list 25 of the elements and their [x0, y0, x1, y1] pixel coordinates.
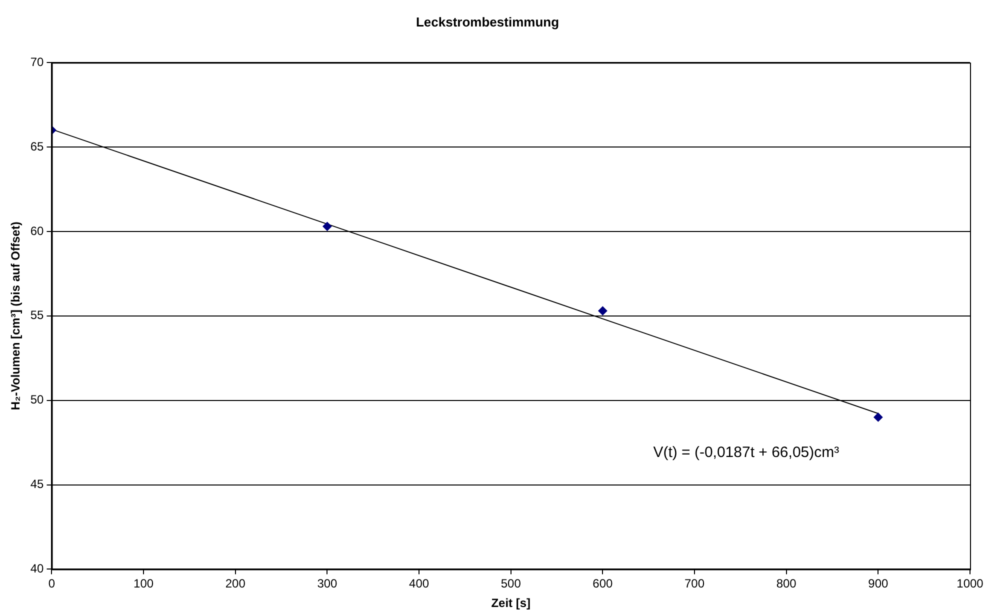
annotation: V(t) = (-0,0187t + 66,05)cm³: [653, 444, 840, 461]
x-tick-label: 400: [409, 576, 430, 591]
x-axis-title: Zeit [s]: [491, 596, 531, 610]
point: [322, 222, 332, 231]
point: [598, 306, 608, 316]
x-tick-label: 900: [868, 576, 889, 591]
x-tick-label: 0: [48, 576, 56, 591]
x-tick-label: 1000: [956, 576, 984, 591]
chart-title: Leckstrombestimmung: [416, 14, 560, 30]
y-tick-label: 65: [30, 139, 44, 154]
x-tick-label: 300: [317, 576, 338, 591]
y-tick-label: 60: [30, 224, 44, 238]
y-tick-label: 50: [30, 392, 44, 407]
y-axis-title: H₂-Volumen [cm³] (bis auf Offset): [8, 222, 23, 410]
x-tick-label: 600: [592, 576, 614, 591]
y-tick-label: 45: [30, 477, 44, 492]
x-tick-label: 800: [776, 576, 797, 591]
y-tick-label: 55: [30, 308, 44, 322]
y-tick-label: 40: [30, 562, 44, 576]
x-tick-label: 500: [500, 576, 522, 591]
y-tick-label: 70: [30, 54, 44, 69]
point: [874, 412, 883, 422]
x-tick-label: 100: [134, 576, 154, 591]
x-tick-label: 700: [684, 576, 705, 591]
x-tick-label: 200: [225, 576, 246, 591]
